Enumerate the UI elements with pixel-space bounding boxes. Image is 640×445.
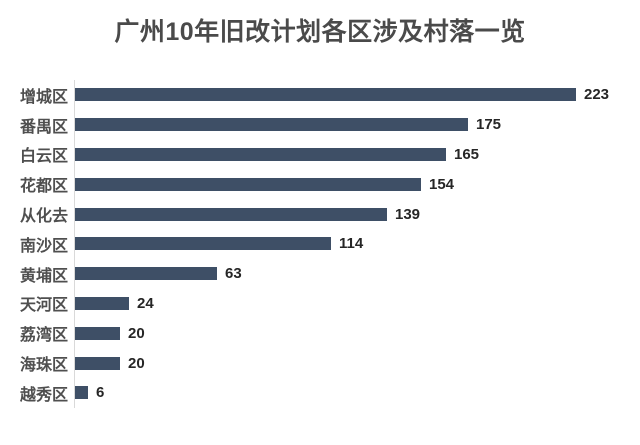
chart-title: 广州10年旧改计划各区涉及村落一览 xyxy=(114,18,526,46)
bar-chart-plot-area: 增城区 223 番禺区 175 白云区 165 花都区 154 从化去 139 xyxy=(0,80,640,408)
axis-line: 223 xyxy=(74,80,640,110)
bar xyxy=(75,177,421,191)
bar xyxy=(75,147,446,161)
bar xyxy=(75,207,387,221)
bar-row: 越秀区 6 xyxy=(0,377,640,408)
bar-row: 白云区 165 xyxy=(0,139,640,170)
value-label: 114 xyxy=(339,235,364,253)
category-label: 海珠区 xyxy=(19,357,68,375)
value-label: 139 xyxy=(395,205,421,223)
category-label: 从化去 xyxy=(19,208,68,226)
bar xyxy=(75,296,129,310)
bar xyxy=(75,88,576,102)
value-label: 154 xyxy=(429,175,455,193)
category-label: 白云区 xyxy=(19,148,68,166)
bar xyxy=(75,118,468,132)
bar xyxy=(75,326,120,340)
axis-line: 24 xyxy=(74,288,640,319)
category-label: 花都区 xyxy=(19,178,68,196)
value-label: 165 xyxy=(454,145,480,163)
bar-row: 天河区 24 xyxy=(0,288,640,319)
bar-row: 荔湾区 20 xyxy=(0,318,640,349)
category-label: 黄埔区 xyxy=(19,267,68,285)
category-label: 天河区 xyxy=(19,297,68,315)
bar xyxy=(75,356,120,370)
category-label: 荔湾区 xyxy=(19,327,68,345)
axis-line: 20 xyxy=(74,318,640,349)
value-label: 175 xyxy=(476,116,502,134)
value-label: 20 xyxy=(128,354,145,372)
axis-line: 114 xyxy=(74,228,640,259)
value-label: 6 xyxy=(96,384,105,402)
bar-row: 从化去 139 xyxy=(0,199,640,229)
axis-line: 139 xyxy=(74,199,640,229)
axis-line: 20 xyxy=(74,348,640,378)
bar-row: 番禺区 175 xyxy=(0,109,640,140)
axis-line: 6 xyxy=(74,377,640,408)
category-label: 南沙区 xyxy=(19,237,68,255)
axis-line: 63 xyxy=(74,258,640,289)
category-label: 增城区 xyxy=(19,88,68,106)
bar xyxy=(75,386,88,400)
bar-row: 黄埔区 63 xyxy=(0,258,640,289)
value-label: 24 xyxy=(137,294,154,312)
bar-row: 花都区 154 xyxy=(0,169,640,200)
bar xyxy=(75,237,331,251)
bar xyxy=(75,267,217,281)
value-label: 223 xyxy=(584,86,610,104)
value-label: 20 xyxy=(128,324,145,342)
value-label: 63 xyxy=(225,265,242,283)
axis-line: 154 xyxy=(74,169,640,200)
bar-row: 南沙区 114 xyxy=(0,228,640,259)
bar-row: 海珠区 20 xyxy=(0,348,640,378)
axis-line: 175 xyxy=(74,109,640,140)
category-label: 番禺区 xyxy=(19,118,68,136)
category-label: 越秀区 xyxy=(19,386,68,404)
bar-row: 增城区 223 xyxy=(0,80,640,110)
axis-line: 165 xyxy=(74,139,640,170)
